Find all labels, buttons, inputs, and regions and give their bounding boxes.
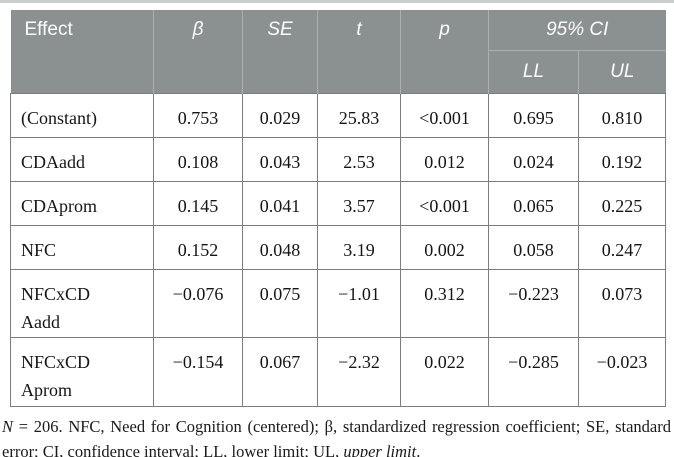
cell-t: 2.53	[317, 136, 401, 182]
table-row: (Constant) 0.753 0.029 25.83 <0.001 0.695 0.81…	[10, 92, 666, 138]
cell-p: 0.022	[400, 336, 489, 407]
cell-effect: NFCxCD Aprom	[10, 336, 154, 407]
footnote-text: = 206. NFC, Need for Cognition (centered…	[2, 416, 671, 457]
cell-t: 3.19	[317, 224, 401, 270]
cell-se: 0.075	[242, 268, 318, 338]
table-body: (Constant) 0.753 0.029 25.83 <0.001 0.695 0.81…	[10, 92, 666, 407]
cell-t: −1.01	[317, 268, 401, 338]
column-header-ll: LL	[488, 50, 579, 93]
cell-ul: 0.225	[578, 180, 666, 226]
cell-p: 0.012	[400, 136, 489, 182]
column-header-ul: UL	[578, 50, 666, 93]
cell-t: 25.83	[317, 92, 401, 138]
figure-top-border	[0, 0, 674, 3]
cell-beta: −0.154	[153, 336, 243, 407]
column-header-ci: 95% CI	[488, 10, 666, 51]
column-header-t: t	[317, 10, 401, 93]
column-header-p: p	[400, 10, 489, 93]
cell-se: 0.067	[242, 336, 318, 407]
column-header-beta: β	[153, 10, 243, 93]
cell-se: 0.043	[242, 136, 318, 182]
table-row: CDAprom 0.145 0.041 3.57 <0.001 0.065 0.225	[10, 180, 666, 226]
column-header-effect: Effect	[10, 10, 154, 93]
cell-effect: NFC	[10, 224, 154, 270]
footnote-italic-text: N	[2, 416, 14, 436]
column-header-se: SE	[242, 10, 318, 93]
cell-effect: (Constant)	[10, 92, 154, 138]
cell-ll: 0.695	[488, 92, 579, 138]
cell-beta: 0.753	[153, 92, 243, 138]
header-row-main: Effect β SE t p 95% CI	[10, 10, 666, 93]
table-row: CDAadd 0.108 0.043 2.53 0.012 0.024 0.192	[10, 136, 666, 182]
cell-beta: 0.145	[153, 180, 243, 226]
cell-p: 0.312	[400, 268, 489, 338]
cell-t: −2.32	[317, 336, 401, 407]
cell-se: 0.048	[242, 224, 318, 270]
cell-ll: 0.058	[488, 224, 579, 270]
footnote-text: .	[416, 441, 421, 457]
cell-ll: −0.223	[488, 268, 579, 338]
cell-ul: 0.247	[578, 224, 666, 270]
footnote-italic-text: upper limit	[343, 441, 417, 457]
cell-ll: 0.024	[488, 136, 579, 182]
table-header: Effect β SE t p 95% CI LL UL	[10, 10, 666, 93]
cell-beta: 0.108	[153, 136, 243, 182]
cell-effect: CDAadd	[10, 136, 154, 182]
regression-table: Effect β SE t p 95% CI LL UL (Constant) 0…	[10, 10, 666, 407]
cell-effect: NFCxCD Aadd	[10, 268, 154, 338]
cell-ul: −0.023	[578, 336, 666, 407]
cell-se: 0.041	[242, 180, 318, 226]
cell-beta: −0.076	[153, 268, 243, 338]
cell-ul: 0.192	[578, 136, 666, 182]
cell-t: 3.57	[317, 180, 401, 226]
cell-ll: −0.285	[488, 336, 579, 407]
cell-beta: 0.152	[153, 224, 243, 270]
table-footnote: N = 206. NFC, Need for Cognition (center…	[2, 414, 671, 457]
cell-se: 0.029	[242, 92, 318, 138]
cell-p: <0.001	[400, 92, 489, 138]
cell-ll: 0.065	[488, 180, 579, 226]
cell-ul: 0.073	[578, 268, 666, 338]
table-row: NFCxCD Aadd −0.076 0.075 −1.01 0.312 −0.223 0.…	[10, 268, 666, 338]
cell-effect: CDAprom	[10, 180, 154, 226]
cell-p: <0.001	[400, 180, 489, 226]
cell-p: 0.002	[400, 224, 489, 270]
table-row: NFCxCD Aprom −0.154 0.067 −2.32 0.022 −0.285−…	[10, 336, 666, 407]
table-row: NFC 0.152 0.048 3.19 0.002 0.058 0.247	[10, 224, 666, 270]
cell-ul: 0.810	[578, 92, 666, 138]
header-row-sub: LL UL	[11, 50, 666, 93]
